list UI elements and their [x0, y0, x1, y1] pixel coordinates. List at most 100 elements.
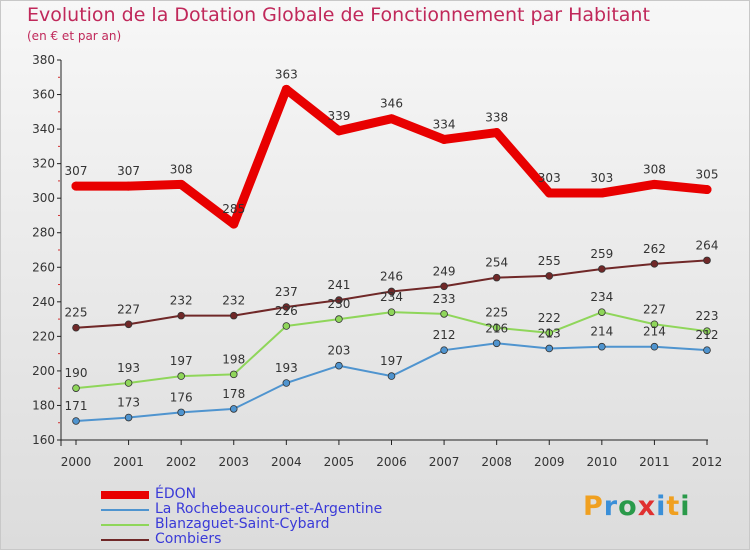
legend-item: Blanzaguet-Saint-Cybard	[101, 517, 382, 532]
data-point	[72, 384, 80, 392]
data-point	[492, 323, 501, 332]
data-label: 307	[65, 164, 88, 178]
data-label: 303	[538, 171, 561, 185]
y-tick-label: 380	[32, 53, 55, 67]
data-point	[650, 320, 659, 329]
data-label: 226	[275, 304, 298, 318]
data-point	[545, 272, 554, 280]
data-point	[492, 128, 502, 138]
x-tick-label: 2006	[376, 455, 407, 469]
data-point	[650, 260, 659, 268]
data-label: 227	[117, 302, 140, 316]
x-tick-label: 2009	[534, 455, 565, 469]
data-point	[703, 346, 711, 354]
data-label: 225	[65, 306, 88, 320]
data-point	[702, 185, 712, 195]
data-label: 308	[643, 162, 666, 176]
data-label: 232	[170, 294, 193, 308]
data-point	[71, 181, 81, 191]
data-point	[545, 329, 554, 337]
chart-title: Evolution de la Dotation Globale de Fonc…	[27, 4, 650, 26]
x-tick-label: 2010	[587, 455, 618, 469]
data-point	[124, 181, 134, 191]
data-label: 285	[222, 202, 245, 216]
y-tick-label: 240	[32, 295, 55, 309]
data-point	[124, 379, 133, 387]
legend-item: ÉDON	[101, 487, 382, 502]
data-label: 237	[275, 285, 298, 299]
x-tick-label: 2002	[166, 455, 197, 469]
data-label: 232	[222, 294, 245, 308]
data-point	[229, 219, 239, 229]
data-label: 262	[643, 242, 666, 256]
x-tick-label: 2005	[324, 455, 355, 469]
data-label: 255	[538, 254, 561, 268]
data-label: 190	[65, 366, 88, 380]
data-label: 173	[117, 396, 140, 410]
data-point	[387, 372, 396, 380]
data-label: 308	[170, 162, 193, 176]
data-label: 212	[696, 328, 719, 342]
legend-label: Blanzaguet-Saint-Cybard	[155, 516, 330, 532]
y-tick-label: 280	[32, 226, 55, 240]
data-point	[282, 303, 291, 311]
data-point	[544, 188, 554, 198]
data-point	[387, 114, 396, 124]
data-point	[72, 323, 80, 332]
data-label: 216	[485, 321, 508, 335]
logo-letter: i	[680, 491, 691, 522]
legend-label: ÉDON	[155, 486, 197, 502]
y-tick-label: 180	[32, 398, 55, 412]
y-tick-label: 160	[32, 433, 55, 447]
data-point	[703, 256, 711, 265]
logo-letter: i	[656, 491, 667, 522]
data-point	[281, 84, 291, 94]
proxiti-logo: Proxiti	[583, 491, 691, 522]
logo-letter: r	[603, 491, 619, 522]
data-point	[177, 311, 185, 320]
data-point	[177, 372, 185, 380]
data-point	[598, 342, 606, 351]
data-point	[649, 179, 659, 189]
data-label: 212	[433, 328, 456, 342]
data-point	[335, 361, 343, 370]
data-point	[229, 370, 238, 379]
data-point	[282, 322, 291, 330]
y-tick-label: 200	[32, 364, 55, 378]
x-tick-label: 2004	[271, 455, 302, 469]
chart-legend: ÉDON La Rochebeaucourt-et-Argentine Blanza…	[101, 487, 382, 547]
data-label: 214	[643, 325, 666, 339]
data-label: 241	[327, 278, 350, 292]
data-point	[597, 188, 607, 198]
data-point	[440, 346, 448, 354]
legend-swatch	[101, 508, 149, 511]
y-tick-label: 320	[32, 157, 55, 171]
data-label: 203	[327, 344, 350, 358]
data-point	[229, 311, 238, 320]
logo-letter: t	[666, 491, 681, 522]
y-tick-label: 300	[32, 191, 55, 205]
data-label: 259	[590, 247, 613, 261]
data-label: 225	[485, 306, 508, 320]
data-point	[176, 179, 186, 189]
data-point	[177, 408, 185, 417]
data-point	[440, 282, 448, 291]
chart-subtitle: (en € et par an)	[27, 29, 122, 43]
data-label: 171	[65, 399, 88, 413]
data-point	[387, 308, 396, 316]
data-label: 264	[696, 238, 719, 252]
data-label: 222	[538, 311, 561, 325]
y-tick-label: 360	[32, 88, 55, 102]
data-label: 198	[222, 352, 245, 366]
data-label: 246	[380, 269, 403, 283]
data-label: 178	[222, 387, 245, 401]
data-point	[492, 273, 501, 282]
data-label: 254	[485, 256, 508, 270]
x-tick-label: 2011	[639, 455, 670, 469]
data-point	[124, 320, 133, 329]
data-label: 176	[170, 390, 193, 404]
data-point	[72, 417, 80, 425]
x-tick-label: 2007	[429, 455, 460, 469]
data-label: 213	[538, 326, 561, 340]
